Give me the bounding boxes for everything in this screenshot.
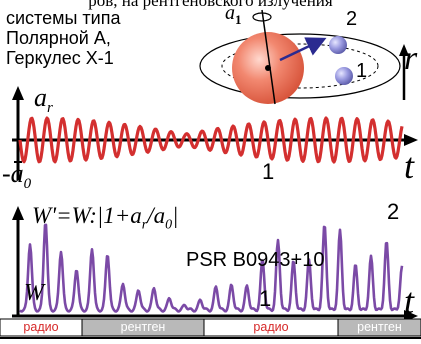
acceleration-label: a1 [225, 2, 242, 27]
band-label-radio-1: радио [23, 320, 59, 334]
lower-marker-1: 1 [259, 286, 272, 311]
rotation-axis [261, 9, 276, 105]
radius-label: r [404, 40, 418, 77]
band-label-xray-2: рентген [357, 320, 402, 334]
systems-label: системы типа Полярной А, Геркулес Х-1 [6, 8, 120, 68]
band-xray-2 [337, 318, 421, 337]
acceleration-arrow [279, 37, 327, 62]
neg-a0-label: -a0 [2, 159, 32, 193]
header-partial-text: ров, на рентгеновского излучения [88, 0, 333, 10]
orbit-ellipse-inner [221, 43, 379, 89]
systems-line-3: Геркулес Х-1 [6, 48, 114, 68]
upper-marker-1: 1 [262, 159, 275, 184]
upper-time-axis-label: t [404, 146, 415, 186]
body-1-label: 1 [356, 60, 368, 82]
lower-time-axis-label: t [404, 281, 415, 321]
upper-panel-axes [12, 44, 418, 180]
upper-y-axis-label: ar [34, 83, 53, 117]
rotation-indicator [252, 12, 272, 22]
lower-marker-2: 2 [387, 199, 400, 224]
orbit-ellipse-outer [199, 33, 401, 99]
systems-line-2: Полярной А, [6, 28, 111, 48]
band-label-xray-1: рентген [120, 320, 166, 334]
systems-line-1: системы типа [6, 8, 121, 28]
star-center-dot [265, 65, 271, 71]
normalized-width-formula: W'=W:|1+ar/a0| [32, 203, 179, 233]
band-label-radio-2: радио [253, 320, 289, 334]
pulsar-name-label: PSR B0943+10 [186, 249, 325, 271]
pulse-profile [19, 223, 404, 313]
body-2-label: 2 [346, 8, 358, 30]
acceleration-wave [18, 116, 404, 164]
orbiting-body-1-icon [335, 67, 353, 85]
emission-bands [0, 318, 421, 339]
orbiting-body-2-icon [329, 36, 347, 54]
orbit-illustration [199, 9, 401, 105]
lower-panel-axes [12, 206, 418, 322]
lower-y-axis-label: W [24, 280, 44, 306]
